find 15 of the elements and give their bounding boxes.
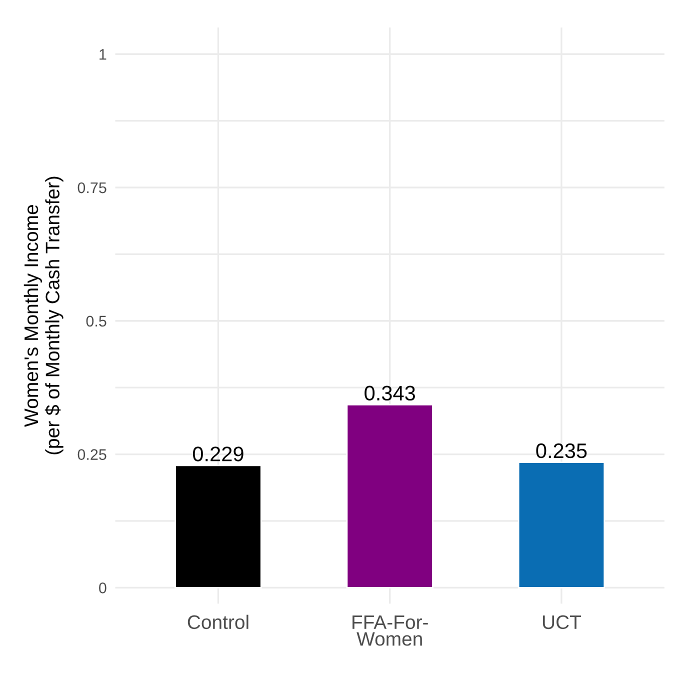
y-tick-label: 0.25: [78, 449, 106, 460]
data-label: 0.229: [192, 446, 244, 462]
y-tick-label: 1: [100, 49, 106, 60]
y-tick-label: 0: [99, 582, 106, 594]
y-tick-label: 0.75: [78, 182, 106, 194]
data-label: 0.343: [364, 386, 416, 401]
y-tick-label: 0.5: [86, 316, 106, 327]
x-tick-label: Control: [188, 614, 248, 630]
data-label: 0.235: [536, 443, 587, 458]
x-tick-label: FFA-For- Women: [352, 616, 428, 646]
bar: [346, 404, 434, 588]
y-axis-title: Women's Monthly Income (per $ of Monthly Cash Transfer): [24, 176, 64, 454]
bar: [518, 462, 606, 588]
x-tick-label: UCT: [542, 615, 582, 630]
bar: [174, 464, 262, 588]
